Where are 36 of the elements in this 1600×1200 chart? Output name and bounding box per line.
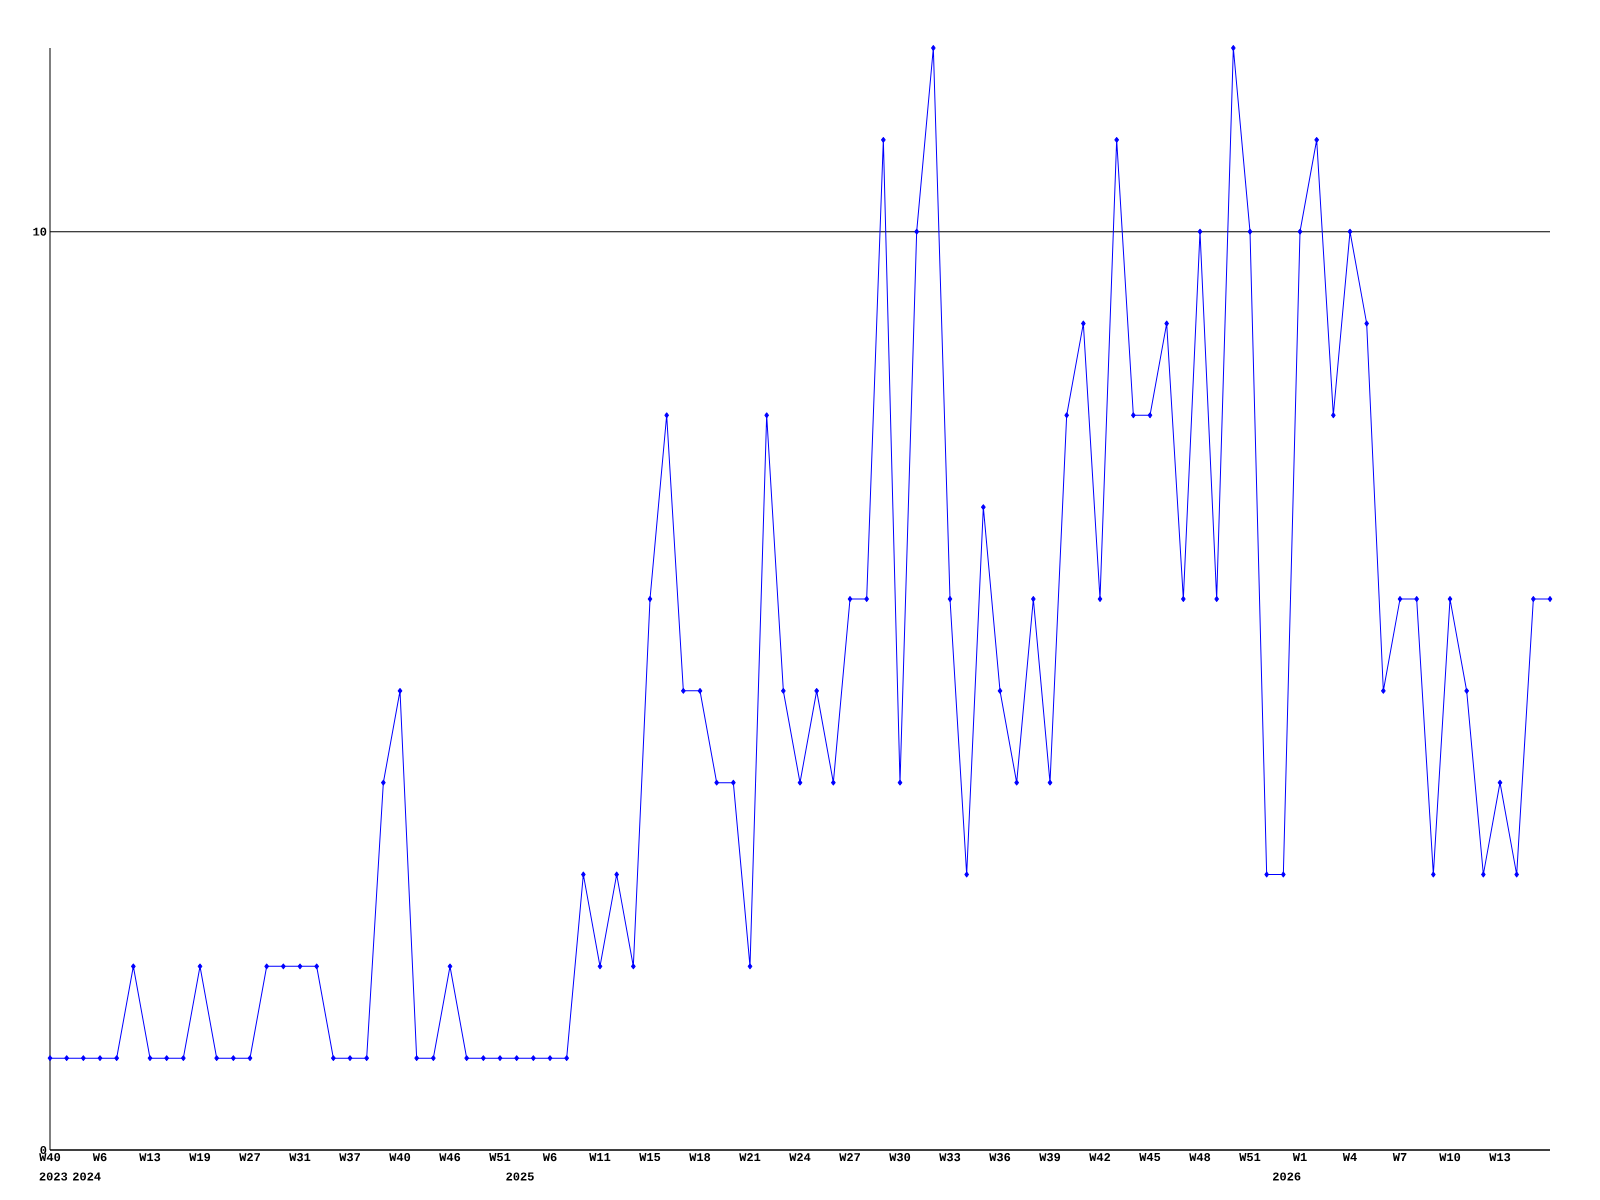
x-tick-label: W7 <box>1392 1153 1407 1161</box>
text: 2025 <box>506 1172 534 1181</box>
x-tick-label: W27 <box>239 1153 260 1162</box>
y-tick-label: 0 <box>40 1145 47 1155</box>
x-tick-label: W51 <box>1239 1153 1261 1162</box>
x-tick-label: W21 <box>739 1153 761 1162</box>
x-tick-label: W40 <box>389 1153 411 1162</box>
x-tick-label: W1 <box>1292 1153 1307 1161</box>
text: 2023 <box>39 1172 68 1181</box>
x-tick-label: W13 <box>139 1153 161 1162</box>
x-tick-label: W10 <box>1439 1153 1461 1162</box>
x-tick-label: W40 <box>39 1153 61 1162</box>
x-tick-label: W36 <box>989 1153 1011 1162</box>
y-tick-label: 10 <box>33 227 47 236</box>
x-tick-label: W37 <box>339 1153 360 1162</box>
x-tick-label: W24 <box>789 1153 811 1162</box>
x-tick-label: W45 <box>1139 1153 1161 1162</box>
x-tick-label: W42 <box>1089 1153 1111 1162</box>
text: 2026 <box>1272 1172 1301 1181</box>
x-tick-label: W48 <box>1189 1153 1211 1162</box>
x-tick-label: W27 <box>839 1153 861 1162</box>
x-tick-label: W51 <box>489 1153 511 1162</box>
x-tick-label: W4 <box>1342 1153 1357 1161</box>
x-tick-label: W30 <box>889 1153 911 1162</box>
x-tick-label: W13 <box>1489 1153 1511 1162</box>
text: 2024 <box>72 1172 101 1181</box>
x-tick-label: W33 <box>939 1153 961 1162</box>
x-tick-label: W18 <box>689 1153 711 1162</box>
x-tick-label: W15 <box>639 1153 661 1162</box>
x-tick-label: W11 <box>589 1153 611 1161</box>
x-tick-label: W46 <box>439 1153 461 1162</box>
x-tick-label: W6 <box>92 1153 107 1162</box>
x-tick-label: W6 <box>542 1153 557 1162</box>
x-tick-label: W39 <box>1039 1153 1061 1162</box>
x-tick-label: W31 <box>289 1153 311 1162</box>
x-tick-label: W19 <box>189 1153 211 1162</box>
